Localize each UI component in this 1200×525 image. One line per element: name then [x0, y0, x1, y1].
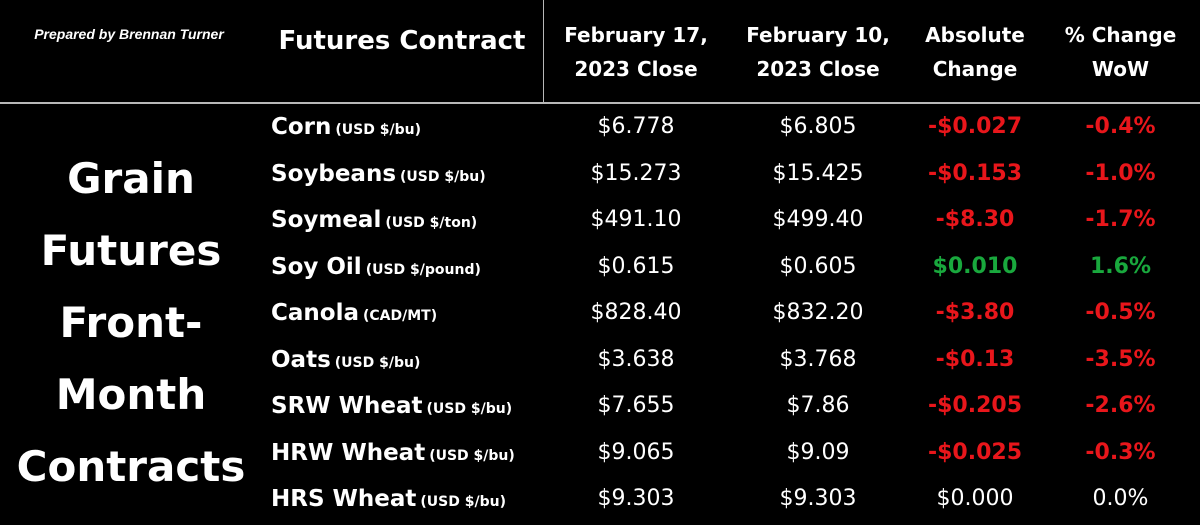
header-feb17-line1: February 17,: [564, 23, 708, 47]
section-title: Grain Futures Front- Month Contracts: [0, 143, 262, 503]
contract-name-cell: SRW Wheat (USD $/bu): [271, 383, 543, 429]
contract-name-cell: Soybeans (USD $/bu): [271, 151, 543, 197]
feb17-close-value: $828.40: [590, 300, 682, 325]
contract-name: Canola: [271, 300, 359, 326]
header-divider-horizontal: [0, 102, 1200, 104]
header-feb10-line2: 2023 Close: [756, 57, 880, 81]
contract-name-cell: HRS Wheat (USD $/bu): [271, 476, 543, 522]
contract-name: Soy Oil: [271, 253, 362, 280]
feb17-close-value: $3.638: [597, 346, 675, 372]
section-title-line: Front-: [59, 298, 203, 347]
feb17-close-value: $491.10: [590, 207, 682, 232]
absolute-change-value: -$0.205: [927, 393, 1023, 418]
contract-unit: (CAD/MT): [362, 308, 438, 324]
pct-change-value: -1.0%: [1085, 160, 1156, 186]
header-abs-line2: Change: [932, 57, 1018, 81]
contract-name-cell: Corn (USD $/bu): [271, 104, 543, 150]
contract-unit: (USD $/bu): [334, 354, 421, 371]
header-pct-change: % Change WoW: [1041, 18, 1200, 86]
pct-change-value: -2.6%: [1085, 393, 1156, 418]
absolute-change-value: -$0.027: [927, 114, 1023, 139]
feb10-close-value: $9.303: [779, 486, 857, 511]
absolute-change-value: $0.000: [936, 486, 1014, 511]
header-feb17-line2: 2023 Close: [574, 57, 698, 81]
feb17-close-value: $15.273: [590, 160, 682, 186]
pct-change-value: -3.5%: [1085, 346, 1156, 372]
feb10-close-value: $832.20: [772, 300, 864, 325]
contract-unit: (USD $/bu): [420, 494, 506, 510]
contract-name: Soymeal: [271, 207, 382, 233]
contract-name: HRS Wheat: [271, 486, 417, 512]
contract-name: Corn: [271, 114, 332, 140]
contract-unit: (USD $/bu): [429, 447, 515, 464]
feb10-close-value: $499.40: [772, 207, 864, 232]
section-title-line: Futures: [40, 226, 222, 275]
section-title-line: Grain: [67, 154, 195, 203]
contract-unit: (USD $/ton): [385, 215, 478, 231]
header-feb10-line1: February 10,: [746, 23, 890, 47]
credit-line: Prepared by Brennan Turner: [34, 26, 224, 42]
feb17-close-value: $0.615: [597, 253, 675, 279]
absolute-change-value: $0.010: [932, 253, 1018, 279]
contract-name-cell: Oats (USD $/bu): [271, 337, 543, 383]
section-title-line: Contracts: [16, 442, 246, 491]
absolute-change-value: -$0.153: [927, 160, 1023, 186]
absolute-change-value: -$0.13: [935, 346, 1015, 372]
absolute-change-value: -$0.025: [927, 439, 1023, 465]
feb10-close-value: $0.605: [779, 253, 857, 279]
feb10-close-value: $3.768: [779, 346, 857, 372]
contract-unit: (USD $/bu): [335, 122, 421, 138]
absolute-change-value: -$3.80: [935, 300, 1015, 325]
contract-name-cell: HRW Wheat (USD $/bu): [271, 430, 543, 476]
pct-change-value: 1.6%: [1089, 253, 1151, 279]
table-row: Corn (USD $/bu) $6.778 $6.805 -$0.027 -0.4%: [0, 104, 1200, 150]
pct-change-value: -0.5%: [1085, 300, 1156, 325]
absolute-change-value: -$8.30: [935, 207, 1015, 232]
table-row: Oats (USD $/bu) $3.638 $3.768 -$0.13 -3.5%: [0, 337, 1200, 383]
header-absolute-change: Absolute Change: [909, 18, 1041, 86]
pct-change-value: -0.3%: [1085, 439, 1156, 465]
table-row: HRS Wheat (USD $/bu) $9.303 $9.303 $0.000 0.0…: [0, 476, 1200, 522]
contract-unit: (USD $/bu): [426, 401, 513, 417]
feb17-close-value: $9.065: [597, 439, 675, 465]
feb17-close-value: $6.778: [597, 114, 675, 139]
pct-change-value: -0.4%: [1085, 114, 1156, 139]
contract-name-cell: Soymeal (USD $/ton): [271, 197, 543, 243]
header-pct-line2: WoW: [1091, 57, 1150, 81]
section-title-line: Month: [55, 370, 207, 419]
contract-name: Soybeans: [271, 160, 397, 187]
header-futures-contract: Futures Contract: [278, 26, 526, 56]
header-feb17-close: February 17, 2023 Close: [545, 18, 727, 86]
feb10-close-value: $15.425: [772, 160, 864, 186]
header-divider-vertical: [543, 0, 544, 104]
feb17-close-value: $9.303: [597, 486, 675, 511]
contract-name-cell: Canola (CAD/MT): [271, 290, 543, 336]
feb10-close-value: $7.86: [786, 393, 850, 418]
table-row: Soybeans (USD $/bu) $15.273 $15.425 -$0.153 -…: [0, 151, 1200, 197]
contract-unit: (USD $/pound): [365, 261, 481, 278]
feb10-close-value: $9.09: [786, 439, 850, 465]
contract-name: SRW Wheat: [271, 393, 423, 419]
contract-name: HRW Wheat: [271, 439, 426, 466]
header-abs-line1: Absolute: [925, 23, 1025, 47]
header-pct-line1: % Change: [1064, 23, 1177, 47]
table-row: Soy Oil (USD $/pound) $0.615 $0.605 $0.010 1.…: [0, 244, 1200, 290]
header-feb10-close: February 10, 2023 Close: [727, 18, 909, 86]
table-row: HRW Wheat (USD $/bu) $9.065 $9.09 -$0.025 -0.…: [0, 430, 1200, 476]
pct-change-value: -1.7%: [1085, 207, 1156, 232]
contract-unit: (USD $/bu): [400, 168, 486, 185]
pct-change-value: 0.0%: [1092, 486, 1149, 511]
contract-name: Oats: [271, 346, 331, 373]
contract-name-cell: Soy Oil (USD $/pound): [271, 244, 543, 290]
table-row: Canola (CAD/MT) $828.40 $832.20 -$3.80 -0.5%: [0, 290, 1200, 336]
feb17-close-value: $7.655: [597, 393, 675, 418]
table-row: Soymeal (USD $/ton) $491.10 $499.40 -$8.30 -1…: [0, 197, 1200, 243]
table-row: SRW Wheat (USD $/bu) $7.655 $7.86 -$0.205 -2.…: [0, 383, 1200, 429]
feb10-close-value: $6.805: [779, 114, 857, 139]
